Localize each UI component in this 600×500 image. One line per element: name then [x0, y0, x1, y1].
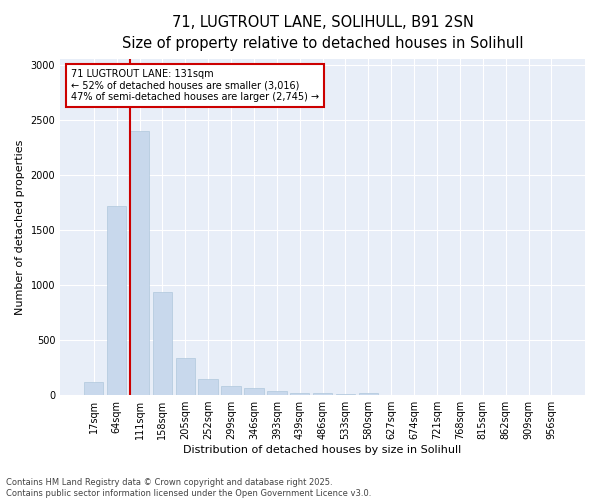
Bar: [359, 393, 378, 395]
Text: Contains HM Land Registry data © Crown copyright and database right 2025.
Contai: Contains HM Land Registry data © Crown c…: [6, 478, 371, 498]
Title: 71, LUGTROUT LANE, SOLIHULL, B91 2SN
Size of property relative to detached house: 71, LUGTROUT LANE, SOLIHULL, B91 2SN Siz…: [122, 15, 523, 51]
Bar: [336, 394, 355, 395]
Bar: [176, 358, 195, 395]
Text: 71 LUGTROUT LANE: 131sqm
← 52% of detached houses are smaller (3,016)
47% of sem: 71 LUGTROUT LANE: 131sqm ← 52% of detach…: [71, 69, 319, 102]
Y-axis label: Number of detached properties: Number of detached properties: [15, 140, 25, 315]
Bar: [244, 388, 263, 395]
Bar: [313, 394, 332, 395]
Bar: [84, 382, 103, 395]
Bar: [107, 206, 127, 395]
Bar: [267, 390, 287, 395]
Bar: [290, 393, 310, 395]
Bar: [221, 386, 241, 395]
X-axis label: Distribution of detached houses by size in Solihull: Distribution of detached houses by size …: [184, 445, 462, 455]
Bar: [199, 378, 218, 395]
Bar: [152, 292, 172, 395]
Bar: [130, 130, 149, 395]
